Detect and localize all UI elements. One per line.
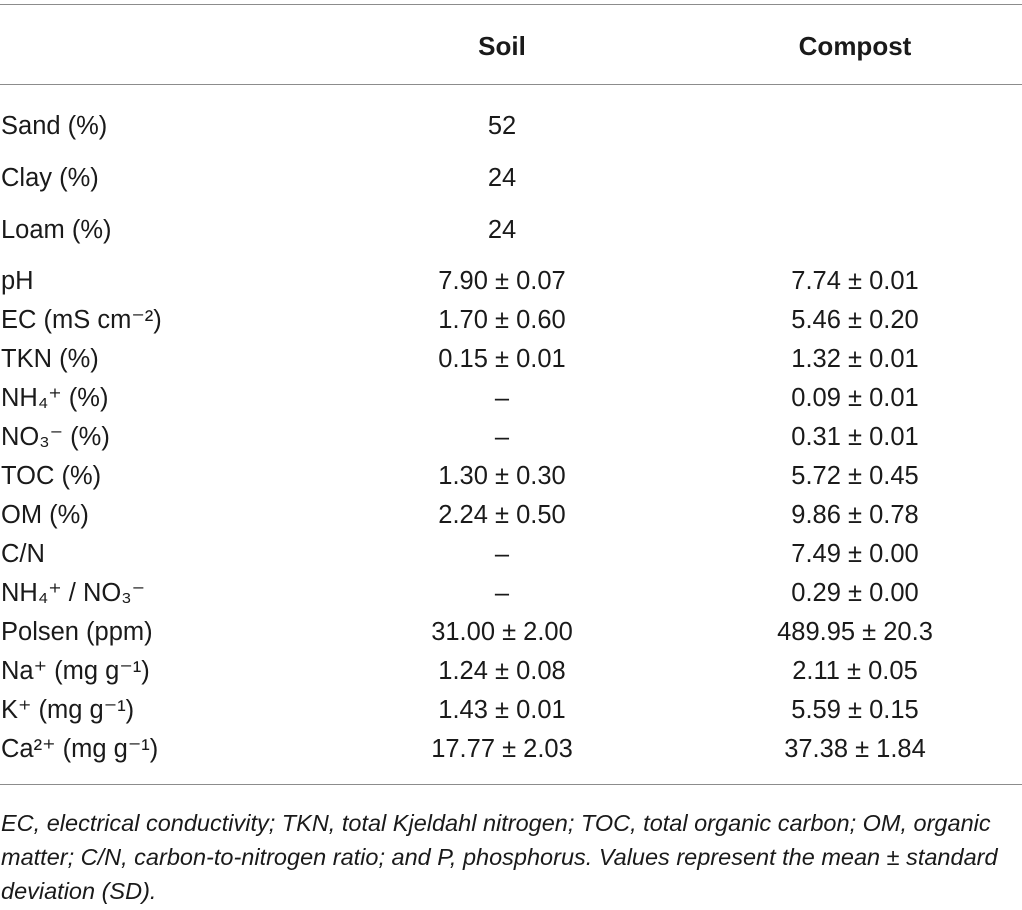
table-row: NO₃⁻ (%) – 0.31 ± 0.01 [0, 418, 1022, 457]
table-row: Na⁺ (mg g⁻¹) 1.24 ± 0.08 2.11 ± 0.05 [0, 652, 1022, 691]
cell-soil: 17.77 ± 2.03 [431, 735, 573, 763]
cell-label: Sand (%) [1, 112, 108, 140]
cell-compost: 5.59 ± 0.15 [791, 696, 919, 724]
table-header-row: Soil Compost [0, 26, 1022, 66]
cell-soil: 2.24 ± 0.50 [438, 501, 566, 529]
cell-soil: 31.00 ± 2.00 [431, 618, 573, 646]
cell-soil: 24 [487, 216, 517, 244]
table-row: TKN (%) 0.15 ± 0.01 1.32 ± 0.01 [0, 340, 1022, 379]
cell-soil: – [494, 423, 510, 451]
cell-label: OM (%) [1, 501, 89, 529]
table-row: OM (%) 2.24 ± 0.50 9.86 ± 0.78 [0, 496, 1022, 535]
table-row: Loam (%) 24 [0, 210, 1022, 262]
cell-compost: 1.32 ± 0.01 [791, 345, 919, 373]
cell-compost: 7.49 ± 0.00 [791, 540, 919, 568]
cell-label: Loam (%) [1, 216, 112, 244]
table-row: C/N – 7.49 ± 0.00 [0, 535, 1022, 574]
table-body: Sand (%) 52 Clay (%) 24 Loam (%) 24 pH 7.90 ± 0… [0, 106, 1022, 769]
cell-label: NH₄⁺ (%) [1, 384, 109, 412]
table-row: EC (mS cm⁻²) 1.70 ± 0.60 5.46 ± 0.20 [0, 301, 1022, 340]
table-row: NH₄⁺ / NO₃⁻ – 0.29 ± 0.00 [0, 574, 1022, 613]
cell-compost: 0.09 ± 0.01 [791, 384, 919, 412]
table-bottom-rule [0, 784, 1022, 785]
cell-label: K⁺ (mg g⁻¹) [1, 696, 135, 724]
cell-soil: 24 [487, 164, 517, 192]
cell-compost: 5.46 ± 0.20 [791, 306, 919, 334]
cell-label: EC (mS cm⁻²) [1, 306, 162, 334]
cell-label: C/N [1, 540, 45, 568]
cell-soil: – [494, 579, 510, 607]
cell-soil: 52 [487, 112, 517, 140]
cell-label: Na⁺ (mg g⁻¹) [1, 657, 150, 685]
cell-compost: 9.86 ± 0.78 [791, 501, 919, 529]
cell-soil: 7.90 ± 0.07 [438, 267, 566, 295]
cell-label: Ca²⁺ (mg g⁻¹) [1, 735, 159, 763]
table-top-rule [0, 4, 1022, 5]
cell-soil: 1.70 ± 0.60 [438, 306, 566, 334]
column-header-compost: Compost [798, 31, 912, 61]
table-row: Sand (%) 52 [0, 106, 1022, 158]
cell-soil: 1.43 ± 0.01 [438, 696, 566, 724]
table-footnote: EC, electrical conductivity; TKN, total … [1, 810, 998, 904]
table-row: TOC (%) 1.30 ± 0.30 5.72 ± 0.45 [0, 457, 1022, 496]
table-header-rule [0, 84, 1022, 85]
cell-compost: 489.95 ± 20.3 [777, 618, 933, 646]
table-row: Ca²⁺ (mg g⁻¹) 17.77 ± 2.03 37.38 ± 1.84 [0, 730, 1022, 769]
cell-label: NO₃⁻ (%) [1, 423, 110, 451]
cell-label: pH [1, 267, 34, 295]
cell-soil: 1.30 ± 0.30 [438, 462, 566, 490]
cell-label: Polsen (ppm) [1, 618, 153, 646]
table-row: Polsen (ppm) 31.00 ± 2.00 489.95 ± 20.3 [0, 613, 1022, 652]
cell-label: TKN (%) [1, 345, 99, 373]
cell-compost: 0.29 ± 0.00 [791, 579, 919, 607]
cell-soil: 1.24 ± 0.08 [438, 657, 566, 685]
cell-label: TOC (%) [1, 462, 102, 490]
cell-soil: – [494, 540, 510, 568]
table-row: K⁺ (mg g⁻¹) 1.43 ± 0.01 5.59 ± 0.15 [0, 691, 1022, 730]
cell-label: Clay (%) [1, 164, 99, 192]
cell-soil: 0.15 ± 0.01 [438, 345, 566, 373]
cell-compost: 5.72 ± 0.45 [791, 462, 919, 490]
cell-compost: 0.31 ± 0.01 [791, 423, 919, 451]
table-row: Clay (%) 24 [0, 158, 1022, 210]
cell-soil: – [494, 384, 510, 412]
table-row: NH₄⁺ (%) – 0.09 ± 0.01 [0, 379, 1022, 418]
cell-compost: 2.11 ± 0.05 [792, 657, 918, 685]
table-row: pH 7.90 ± 0.07 7.74 ± 0.01 [0, 262, 1022, 301]
cell-compost: 37.38 ± 1.84 [784, 735, 926, 763]
cell-compost: 7.74 ± 0.01 [791, 267, 919, 295]
column-header-soil: Soil [478, 31, 526, 61]
cell-label: NH₄⁺ / NO₃⁻ [1, 579, 146, 607]
